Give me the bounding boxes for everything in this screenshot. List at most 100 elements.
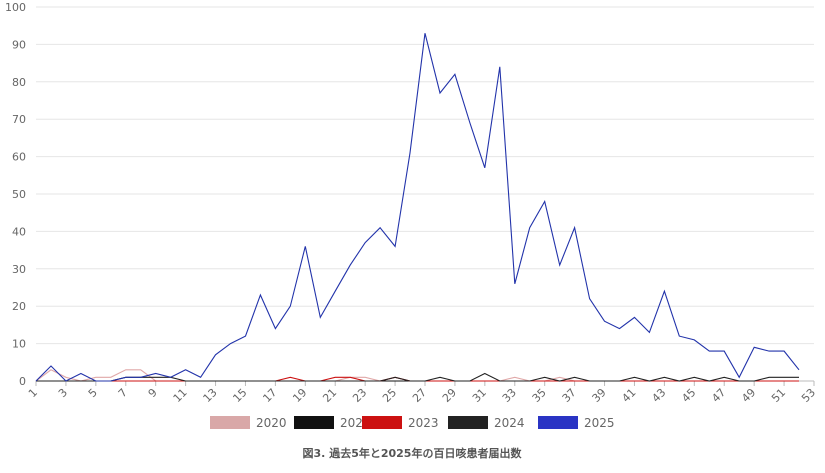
x-tick-label: 13: [201, 386, 220, 405]
data-point-2024: [589, 380, 590, 381]
legend-item-2020[interactable]: 2020: [210, 416, 287, 430]
data-point-2025: [155, 373, 156, 374]
data-point-2025: [724, 351, 725, 352]
data-point-2023: [170, 380, 171, 381]
data-point-2025: [769, 351, 770, 352]
data-point-2025: [664, 291, 665, 292]
x-tick-label: 5: [86, 386, 100, 400]
data-point-2024: [350, 380, 351, 381]
data-point-2024: [499, 380, 500, 381]
data-point-2025: [245, 336, 246, 337]
data-point-2024: [724, 377, 725, 378]
x-tick-label: 29: [440, 386, 459, 405]
data-point-2025: [634, 317, 635, 318]
x-tick-label: 33: [500, 386, 519, 405]
legend-swatch: [294, 416, 334, 429]
data-point-2024: [215, 380, 216, 381]
data-point-2024: [439, 377, 440, 378]
data-point-2024: [694, 377, 695, 378]
data-point-2024: [365, 380, 366, 381]
data-point-2020: [559, 377, 560, 378]
data-point-2025: [125, 377, 126, 378]
x-tick-label: 1: [26, 386, 40, 400]
x-tick-label: 25: [380, 386, 399, 405]
data-point-2023: [664, 380, 665, 381]
data-point-2020: [140, 369, 141, 370]
data-point-2023: [140, 380, 141, 381]
data-point-2024: [559, 380, 560, 381]
data-point-2025: [589, 298, 590, 299]
series-line-2024: [36, 372, 799, 382]
data-point-2025: [290, 306, 291, 307]
data-point-2025: [559, 265, 560, 266]
data-point-2023: [798, 380, 799, 381]
data-point-2024: [514, 380, 515, 381]
y-tick-label: 70: [12, 113, 26, 126]
x-tick-label: 9: [146, 386, 160, 400]
x-tick-label: 37: [560, 386, 579, 405]
legend-item-2024[interactable]: 2024: [448, 416, 525, 430]
data-point-2024: [604, 380, 605, 381]
x-tick-label: 41: [619, 386, 638, 405]
data-point-2024: [484, 373, 485, 374]
data-point-2024: [80, 380, 81, 381]
legend-item-2023[interactable]: 2023: [362, 416, 439, 430]
data-point-2023: [335, 377, 336, 378]
data-point-2023: [155, 380, 156, 381]
data-point-2025: [649, 332, 650, 333]
x-tick-label: 7: [116, 386, 130, 400]
data-point-2020: [65, 377, 66, 378]
x-tick-label: 21: [320, 386, 339, 405]
legend-item-2021[interactable]: 2021: [294, 416, 371, 430]
legend-label: 2020: [256, 416, 287, 430]
data-point-2024: [305, 380, 306, 381]
x-tick-label: 11: [171, 386, 190, 405]
data-point-2024: [380, 380, 381, 381]
x-tick-label: 51: [769, 386, 788, 405]
data-point-2025: [260, 294, 261, 295]
data-point-2025: [65, 380, 66, 381]
data-point-2025: [784, 351, 785, 352]
data-point-2024: [769, 377, 770, 378]
data-point-2025: [439, 92, 440, 93]
series-line-2025: [35, 33, 800, 382]
data-point-2021: [395, 380, 396, 381]
x-tick-label: 15: [230, 386, 249, 405]
data-point-2025: [185, 369, 186, 370]
x-tick-label: 17: [260, 386, 279, 405]
data-point-2024: [679, 380, 680, 381]
legend-item-2025[interactable]: 2025: [538, 416, 615, 430]
data-point-2025: [380, 227, 381, 228]
data-point-2024: [409, 380, 410, 381]
data-point-2025: [499, 66, 500, 67]
data-point-2025: [50, 365, 51, 366]
data-point-2024: [739, 380, 740, 381]
data-point-2023: [439, 380, 440, 381]
data-point-2025: [395, 246, 396, 247]
data-point-2024: [395, 377, 396, 378]
data-point-2020: [110, 377, 111, 378]
data-point-2025: [709, 351, 710, 352]
data-point-2025: [469, 122, 470, 123]
data-point-2024: [664, 377, 665, 378]
data-point-2024: [649, 380, 650, 381]
data-point-2024: [275, 380, 276, 381]
data-point-2024: [798, 377, 799, 378]
data-point-2024: [454, 380, 455, 381]
data-point-2025: [95, 380, 96, 381]
data-point-2023: [634, 380, 635, 381]
grid-lines: [36, 6, 814, 382]
legend-swatch: [210, 416, 250, 429]
legend-label: 2025: [584, 416, 615, 430]
data-point-2024: [619, 380, 620, 381]
y-tick-label: 90: [12, 38, 26, 51]
chart-title: 図3. 過去5年と2025年の百日咳患者届出数: [303, 446, 523, 460]
data-point-2025: [679, 336, 680, 337]
data-point-2025: [305, 246, 306, 247]
data-point-2025: [544, 201, 545, 202]
data-point-2020: [365, 377, 366, 378]
legend-swatch: [362, 416, 402, 429]
data-point-2024: [260, 380, 261, 381]
x-tick-label: 47: [709, 386, 728, 405]
x-tick-label: 53: [799, 386, 818, 405]
